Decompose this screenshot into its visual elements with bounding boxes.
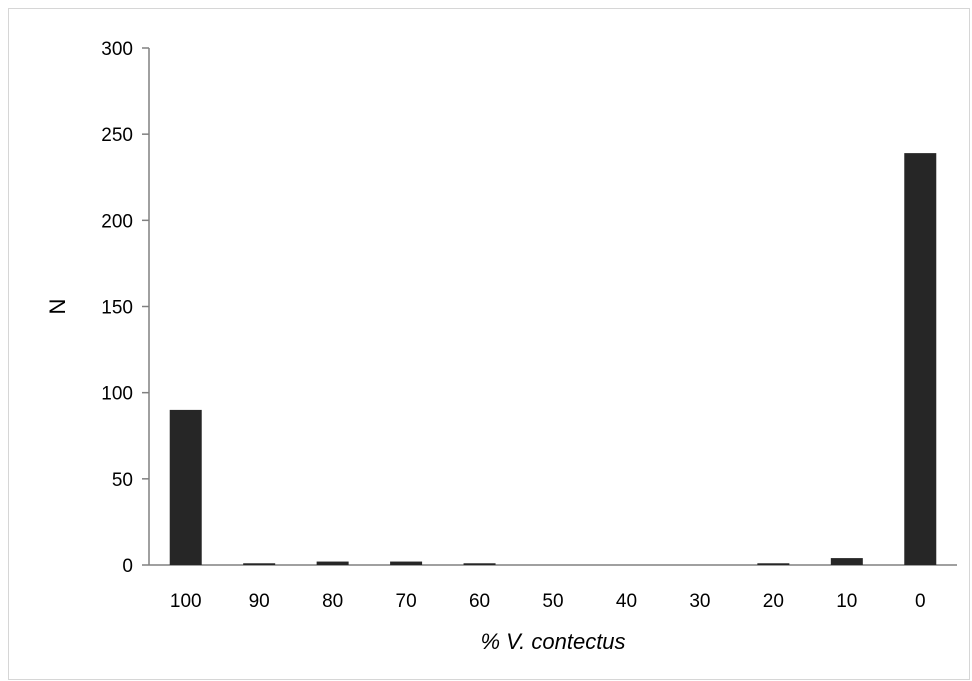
x-tick-label: 20 <box>763 591 784 612</box>
bars-group <box>169 153 937 565</box>
y-tick-label: 100 <box>101 384 133 405</box>
x-tick-label: 70 <box>396 591 417 612</box>
y-tick-label: 300 <box>101 39 133 60</box>
bar-10 <box>830 558 863 565</box>
bar-0 <box>904 153 937 565</box>
bar-70 <box>390 561 423 565</box>
y-tick-label: 50 <box>112 470 133 491</box>
y-tick-label: 200 <box>101 211 133 232</box>
bar-100 <box>169 409 202 565</box>
bar-20 <box>757 563 790 565</box>
x-tick-label: 50 <box>542 591 563 612</box>
x-axis-title: % V. contectus <box>480 629 625 654</box>
x-tick-label: 40 <box>616 591 637 612</box>
x-tick-label: 90 <box>249 591 270 612</box>
y-tick-label: 250 <box>101 125 133 146</box>
x-axis: 100 90 80 70 60 50 40 30 20 10 0 <box>149 564 957 612</box>
chart-figure: 0 50 100 150 200 250 300 100 90 80 70 60 50 40 30 20 10… <box>8 8 970 680</box>
x-tick-label: 80 <box>322 591 343 612</box>
bar-80 <box>316 561 349 565</box>
x-tick-label: 100 <box>170 591 202 612</box>
x-tick-label: 10 <box>836 591 857 612</box>
x-tick-label: 60 <box>469 591 490 612</box>
x-tick-label: 0 <box>915 591 926 612</box>
y-tick-label: 0 <box>122 556 133 577</box>
y-axis-title: N <box>45 299 70 315</box>
y-axis: 0 50 100 150 200 250 300 <box>101 39 150 577</box>
x-tick-label: 30 <box>689 591 710 612</box>
bar-90 <box>243 563 276 565</box>
y-tick-label: 150 <box>101 298 133 319</box>
bar-60 <box>463 563 496 565</box>
